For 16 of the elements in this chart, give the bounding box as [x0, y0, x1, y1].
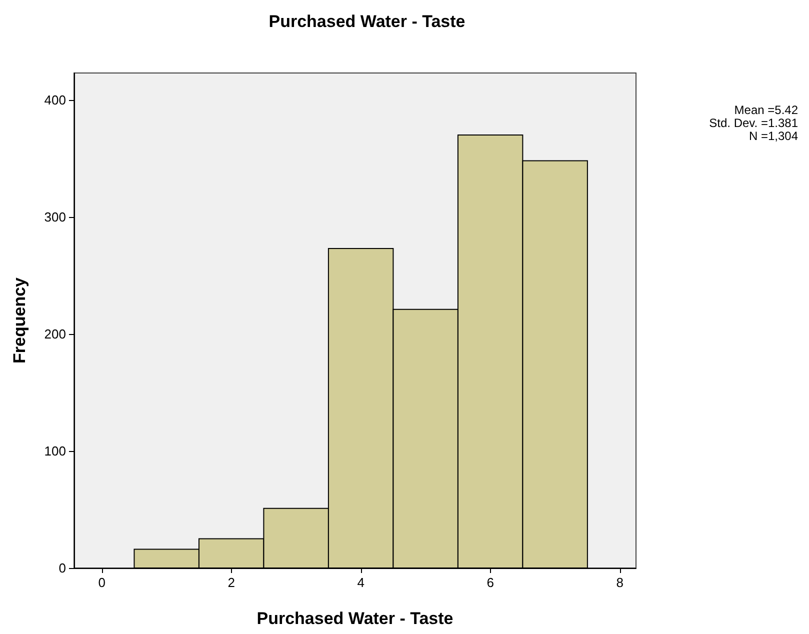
- chart-title: Purchased Water - Taste: [268, 12, 466, 31]
- x-tick-label: 4: [357, 575, 364, 590]
- text: Mean =5.42: [733, 103, 798, 117]
- y-tick-label: 400: [44, 92, 66, 108]
- x-axis-title: Purchased Water - Taste: [256, 609, 454, 628]
- y-tick-label: 300: [44, 209, 66, 224]
- y-tick-label: 0: [58, 560, 66, 576]
- x-tick-label: 0: [98, 575, 106, 590]
- text: Std. Dev. =1.381: [708, 116, 798, 130]
- y-tick-label: 100: [44, 443, 66, 458]
- x-tick-label: 6: [486, 575, 494, 590]
- y-tick-label: 200: [44, 326, 66, 342]
- x-tick-label: 2: [228, 575, 235, 590]
- y-axis-title: Frequency: [10, 276, 29, 364]
- text: N =1,304: [748, 129, 798, 143]
- x-tick-label: 8: [616, 575, 624, 590]
